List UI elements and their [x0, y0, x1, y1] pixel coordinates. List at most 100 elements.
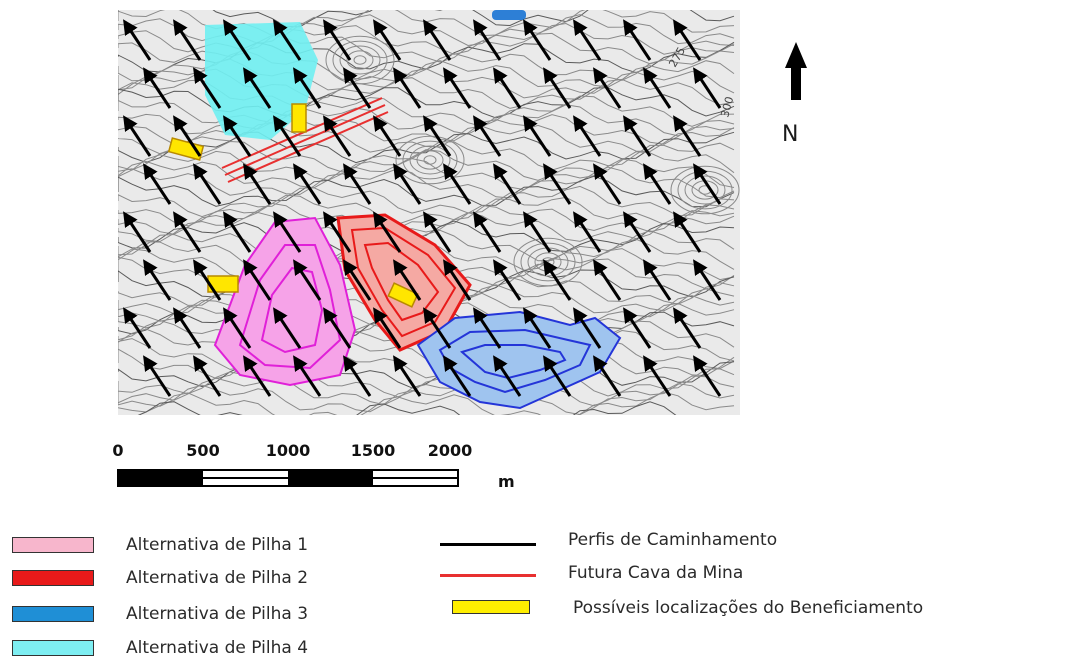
profile-arrow-icon — [643, 67, 672, 109]
profile-arrow-icon — [493, 259, 522, 301]
profile-arrow-icon — [523, 307, 552, 349]
perfis-arrows — [123, 19, 722, 397]
profile-arrow-icon — [293, 259, 322, 301]
profile-arrow-icon — [373, 19, 402, 61]
contour-line — [118, 166, 735, 199]
profile-arrow-icon — [543, 259, 572, 301]
profile-arrow-icon — [223, 211, 252, 253]
beneficiamento-box — [167, 137, 205, 161]
legend-swatch-beneficiamento — [452, 600, 530, 614]
profile-arrow-icon — [173, 115, 202, 157]
hill-contour — [416, 150, 444, 170]
legend-swatch-pilha-1 — [12, 537, 94, 553]
profile-arrow-icon — [373, 211, 402, 253]
profile-arrow-icon — [373, 307, 402, 349]
profile-arrow-icon — [393, 67, 422, 109]
contour-line — [118, 185, 735, 218]
hill-contour — [332, 40, 388, 80]
profile-arrow-icon — [573, 115, 602, 157]
profile-arrow-icon — [623, 115, 652, 157]
legend-label-pilha-2: Alternativa de Pilha 2 — [126, 568, 309, 588]
profile-arrow-icon — [643, 355, 672, 397]
profile-arrow-icon — [643, 163, 672, 205]
profile-arrow-icon — [523, 19, 552, 61]
legend-label-perfis: Perfis de Caminhamento — [568, 530, 778, 550]
profile-arrow-icon — [123, 115, 152, 157]
contour-line — [118, 346, 735, 380]
profile-arrow-icon — [493, 355, 522, 397]
contour-line — [118, 391, 735, 415]
legend-label-pilha-4: Alternativa de Pilha 4 — [126, 638, 309, 658]
profile-arrow-icon — [443, 259, 472, 301]
profile-arrow-icon — [393, 355, 422, 397]
legend-line-cava — [440, 574, 536, 577]
beneficiamento-locations — [167, 103, 419, 308]
profile-arrow-icon — [293, 67, 322, 109]
scale-tick-label: 1500 — [351, 441, 396, 460]
profile-arrow-icon — [573, 211, 602, 253]
profile-arrow-icon — [593, 67, 622, 109]
profile-arrow-icon — [523, 211, 552, 253]
legend-line-perfis — [440, 543, 536, 546]
profile-arrow-icon — [543, 163, 572, 205]
profile-arrow-icon — [123, 307, 152, 349]
profile-arrow-icon — [473, 307, 502, 349]
profile-arrow-icon — [573, 307, 602, 349]
profile-arrow-icon — [693, 259, 722, 301]
profile-arrow-icon — [143, 355, 172, 397]
profile-arrow-icon — [523, 115, 552, 157]
profile-arrow-icon — [443, 163, 472, 205]
profile-arrow-icon — [673, 307, 702, 349]
contour-line — [118, 158, 735, 191]
profile-arrow-icon — [623, 211, 652, 253]
hill-contour — [423, 155, 437, 165]
hill-contour — [346, 50, 374, 70]
profile-arrow-icon — [623, 307, 652, 349]
beneficiamento-box — [387, 282, 419, 308]
profile-arrow-icon — [573, 19, 602, 61]
profile-arrow-icon — [193, 355, 222, 397]
profile-arrow-icon — [373, 115, 402, 157]
profile-arrow-icon — [193, 259, 222, 301]
profile-arrow-icon — [223, 19, 252, 61]
profile-arrow-icon — [643, 259, 672, 301]
legend-label-pilha-3: Alternativa de Pilha 3 — [126, 604, 309, 624]
profile-arrow-icon — [243, 163, 272, 205]
profile-arrow-icon — [473, 19, 502, 61]
profile-arrow-icon — [123, 19, 152, 61]
hill-contour — [520, 242, 576, 282]
profile-arrow-icon — [673, 19, 702, 61]
north-arrow-icon — [785, 42, 807, 100]
profile-arrow-icon — [423, 115, 452, 157]
hill-contour — [339, 45, 381, 75]
profile-arrow-icon — [543, 67, 572, 109]
profile-arrow-icon — [173, 211, 202, 253]
profile-arrow-icon — [473, 115, 502, 157]
profile-arrow-icon — [423, 211, 452, 253]
profile-arrow-icon — [323, 307, 352, 349]
profile-arrow-icon — [193, 67, 222, 109]
profile-arrow-icon — [443, 67, 472, 109]
profile-arrow-icon — [343, 67, 372, 109]
profile-arrow-icon — [323, 211, 352, 253]
profile-arrow-icon — [223, 307, 252, 349]
profile-arrow-icon — [143, 163, 172, 205]
profile-arrow-icon — [493, 67, 522, 109]
pilha-4-area — [205, 22, 318, 140]
profile-arrow-icon — [623, 19, 652, 61]
hill-contour — [325, 35, 395, 85]
legend-label-beneficiamento: Possíveis localizações do Beneficiamento — [573, 598, 924, 618]
profile-arrow-icon — [593, 163, 622, 205]
profile-arrow-icon — [273, 115, 302, 157]
hill-contour — [353, 55, 367, 65]
contour-line — [118, 87, 735, 119]
profile-arrow-icon — [293, 163, 322, 205]
profile-arrow-icon — [343, 259, 372, 301]
profile-arrow-icon — [243, 67, 272, 109]
contour-line — [118, 122, 735, 155]
profile-arrow-icon — [123, 211, 152, 253]
contour-line — [137, 401, 677, 415]
contour-line — [118, 114, 735, 145]
profile-arrow-icon — [143, 259, 172, 301]
